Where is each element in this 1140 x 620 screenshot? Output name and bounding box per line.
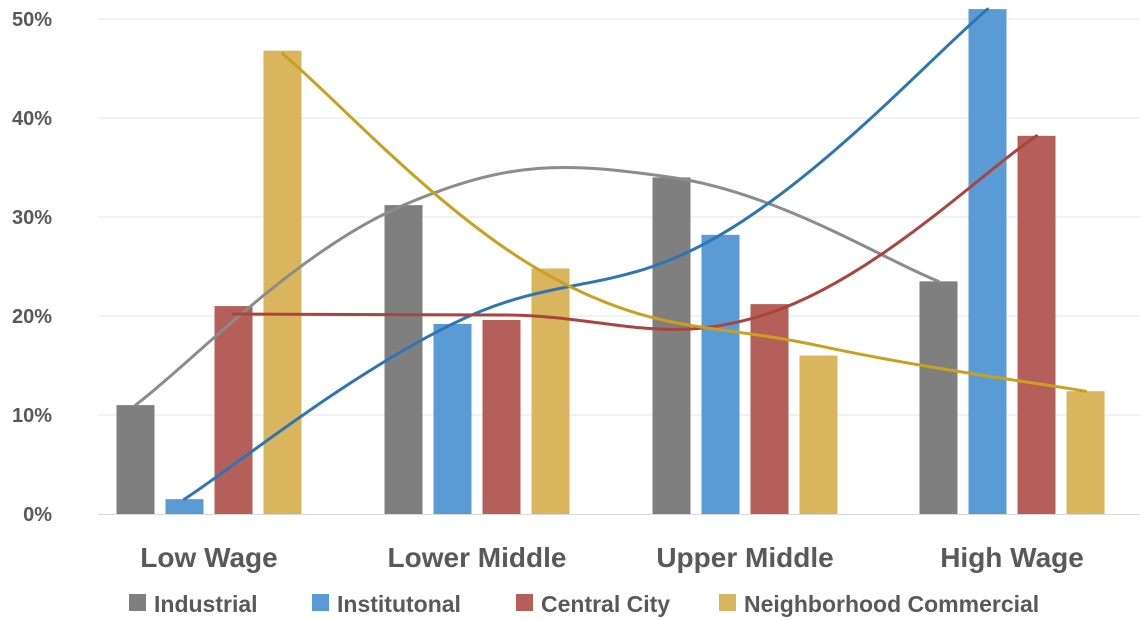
trendlines — [134, 7, 1087, 501]
bar-institutonal-low-wage — [165, 499, 204, 514]
legend-item-neighborhood-commercial: Neighborhood Commercial — [719, 591, 1039, 617]
bar-neighborhood-commercial-lower-middle — [531, 268, 570, 514]
bar-central-city-high-wage — [1017, 135, 1056, 514]
trendline-central-city — [232, 134, 1038, 331]
bar-industrial-high-wage — [919, 281, 958, 514]
bar-industrial-upper-middle — [652, 177, 691, 514]
y-tick-label: 20% — [12, 306, 52, 328]
category-labels: Low Wage Lower Middle Upper Middle High Wag… — [140, 542, 1084, 573]
x-tick-label: Lower Middle — [388, 542, 567, 573]
legend-swatch — [719, 594, 736, 611]
y-tick-label: 10% — [12, 405, 52, 427]
bar-institutonal-high-wage — [968, 9, 1007, 514]
x-tick-label: High Wage — [940, 542, 1084, 573]
trendline-institutonal — [183, 7, 989, 501]
bar-neighborhood-commercial-upper-middle — [799, 355, 838, 514]
bar-industrial-lower-middle — [384, 205, 423, 514]
legend-swatch — [516, 594, 533, 611]
x-tick-label: Upper Middle — [656, 542, 833, 573]
legend-label: Institutonal — [337, 591, 461, 617]
bar-central-city-low-wage — [214, 306, 253, 514]
y-tick-label: 50% — [12, 9, 52, 31]
bars — [116, 9, 1105, 515]
bar-central-city-lower-middle — [482, 319, 521, 514]
y-axis-ticks: 0% 10% 20% 30% 40% 50% — [12, 9, 52, 526]
bar-neighborhood-commercial-high-wage — [1066, 391, 1105, 514]
legend-label: Central City — [541, 591, 670, 617]
x-tick-label: Low Wage — [140, 542, 277, 573]
legend-item-industrial: Industrial — [129, 591, 258, 617]
legend-swatch — [129, 594, 146, 611]
legend: Industrial Institutonal Central City Neighb… — [129, 591, 1039, 617]
y-tick-label: 30% — [12, 207, 52, 229]
legend-item-institutonal: Institutonal — [312, 591, 461, 617]
y-tick-label: 40% — [12, 108, 52, 130]
legend-swatch — [312, 594, 329, 611]
bar-neighborhood-commercial-low-wage — [263, 50, 302, 515]
legend-item-central-city: Central City — [516, 591, 670, 617]
bar-industrial-low-wage — [116, 405, 155, 514]
y-tick-label: 0% — [23, 504, 52, 526]
trendline-neighborhood-commercial — [281, 52, 1087, 393]
legend-label: Industrial — [154, 591, 258, 617]
bar-institutonal-upper-middle — [701, 234, 740, 514]
legend-label: Neighborhood Commercial — [744, 591, 1039, 617]
bar-institutonal-lower-middle — [433, 323, 472, 514]
